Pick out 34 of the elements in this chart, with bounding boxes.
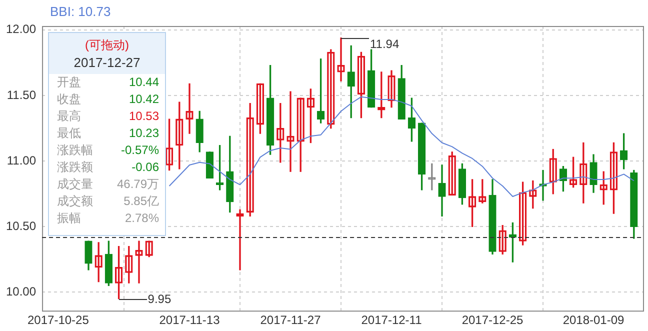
chart-subtitle: BBI: 10.73 (50, 4, 111, 19)
x-tick-label: 2017-11-13 (159, 313, 220, 328)
y-tick-label: 10.00 (6, 284, 36, 299)
annotation: 涨跌额 (57, 159, 93, 176)
y-tick-label: 11.00 (6, 153, 36, 168)
annotation: -0.06 (132, 159, 159, 176)
annotation: 11.94 (370, 37, 400, 51)
annotation: 2.78% (124, 210, 159, 227)
annotation: 收盘 (57, 91, 81, 108)
annotation: 2017-12-27 (72, 54, 142, 71)
annotation: 10.53 (128, 108, 159, 125)
x-tick-label: 2017-12-11 (361, 313, 422, 328)
annotation: 9.95 (148, 292, 172, 306)
annotation: 成交额 (57, 193, 93, 210)
x-tick-label: 2017-11-27 (260, 313, 322, 328)
annotation: 振幅 (57, 210, 81, 227)
x-tick-label: 2017-10-25 (27, 313, 90, 328)
annotation: 最低 (57, 125, 81, 142)
annotation: 46.79万 (116, 176, 159, 193)
annotation: -0.57% (120, 142, 159, 159)
annotation: 10.44 (128, 74, 159, 91)
annotation: 成交量 (57, 176, 93, 193)
annotation: 5.85亿 (124, 193, 159, 210)
y-tick-label: 10.50 (6, 218, 36, 233)
annotation: 开盘 (57, 74, 81, 91)
annotation: 10.42 (128, 91, 159, 108)
y-tick-label: 12.00 (6, 22, 36, 36)
annotation: 涨跌幅 (57, 142, 93, 159)
x-tick-label: 2017-12-25 (462, 313, 524, 328)
annotation: 10.23 (128, 125, 159, 142)
annotation: 最高 (57, 108, 81, 125)
x-tick-label: 2018-01-09 (562, 313, 625, 328)
y-tick-label: 11.50 (6, 88, 36, 102)
annotation: (可拖动) (84, 37, 130, 54)
